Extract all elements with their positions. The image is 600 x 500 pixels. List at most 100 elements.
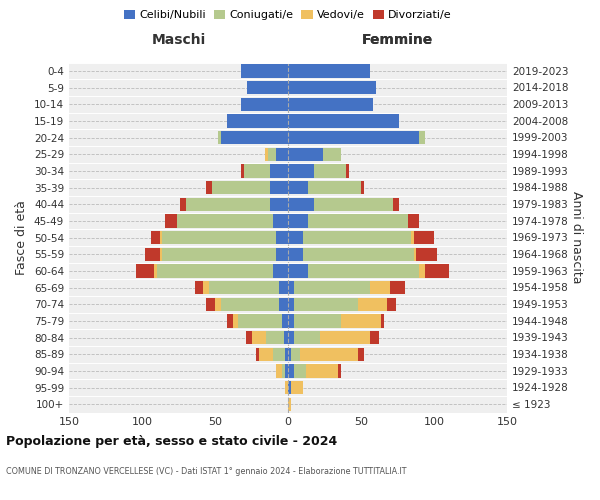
Bar xyxy=(241,98,288,111)
Bar xyxy=(145,248,288,261)
Bar xyxy=(288,198,393,211)
Bar xyxy=(288,364,338,378)
Bar xyxy=(288,314,382,328)
Bar xyxy=(288,114,399,128)
Bar xyxy=(233,314,288,328)
Bar xyxy=(251,331,288,344)
Bar xyxy=(259,348,288,361)
Bar xyxy=(288,248,437,261)
Bar xyxy=(218,131,288,144)
Bar xyxy=(206,298,288,311)
Bar xyxy=(245,331,288,344)
Bar xyxy=(288,264,425,278)
Legend: Celibi/Nubili, Coniugati/e, Vedovi/e, Divorziati/e: Celibi/Nubili, Coniugati/e, Vedovi/e, Di… xyxy=(120,6,456,25)
Bar xyxy=(288,348,358,361)
Bar xyxy=(288,381,291,394)
Bar xyxy=(285,381,288,394)
Bar xyxy=(288,81,376,94)
Bar xyxy=(288,198,314,211)
Bar xyxy=(288,64,370,78)
Bar xyxy=(282,314,288,328)
Bar xyxy=(288,164,349,177)
Bar xyxy=(215,298,288,311)
Bar xyxy=(227,114,288,128)
Bar xyxy=(277,231,288,244)
Bar xyxy=(288,381,291,394)
Bar xyxy=(244,164,288,177)
Bar xyxy=(288,364,294,378)
Bar xyxy=(177,214,288,228)
Bar xyxy=(247,81,288,94)
Bar xyxy=(288,164,346,177)
Bar xyxy=(288,114,399,128)
Bar xyxy=(288,298,387,311)
Bar xyxy=(241,98,288,111)
Bar xyxy=(163,231,288,244)
Bar xyxy=(256,348,288,361)
Bar xyxy=(284,331,288,344)
Bar xyxy=(288,214,408,228)
Text: Popolazione per età, sesso e stato civile - 2024: Popolazione per età, sesso e stato civil… xyxy=(6,435,337,448)
Bar xyxy=(288,298,294,311)
Bar xyxy=(285,348,288,361)
Bar xyxy=(288,281,294,294)
Bar xyxy=(288,398,291,411)
Bar xyxy=(209,281,288,294)
Bar xyxy=(288,331,370,344)
Bar xyxy=(194,281,288,294)
Bar xyxy=(288,181,361,194)
Bar xyxy=(288,148,341,161)
Bar xyxy=(288,214,408,228)
Bar xyxy=(151,231,288,244)
Bar xyxy=(288,114,399,128)
Bar xyxy=(288,264,449,278)
Bar xyxy=(288,81,376,94)
Bar xyxy=(288,331,320,344)
Bar xyxy=(285,364,288,378)
Bar xyxy=(218,131,288,144)
Bar xyxy=(186,198,288,211)
Bar xyxy=(288,98,373,111)
Bar xyxy=(288,281,370,294)
Bar xyxy=(288,64,370,78)
Bar xyxy=(288,248,416,261)
Bar xyxy=(279,298,288,311)
Bar xyxy=(241,64,288,78)
Bar xyxy=(288,348,299,361)
Bar xyxy=(288,281,405,294)
Bar xyxy=(288,131,425,144)
Bar xyxy=(274,214,288,228)
Bar xyxy=(288,231,410,244)
Bar xyxy=(288,398,291,411)
Bar xyxy=(279,281,288,294)
Bar xyxy=(288,81,376,94)
Bar xyxy=(288,231,413,244)
Bar xyxy=(212,181,288,194)
Text: Femmine: Femmine xyxy=(362,32,433,46)
Bar xyxy=(288,364,305,378)
Bar xyxy=(277,364,288,378)
Bar xyxy=(241,64,288,78)
Bar xyxy=(244,164,288,177)
Bar xyxy=(186,198,288,211)
Bar xyxy=(288,348,291,361)
Bar xyxy=(227,314,288,328)
Bar xyxy=(288,198,393,211)
Bar xyxy=(288,148,323,161)
Bar xyxy=(221,298,288,311)
Bar xyxy=(238,314,288,328)
Bar xyxy=(288,81,376,94)
Bar xyxy=(247,81,288,94)
Bar xyxy=(241,64,288,78)
Bar xyxy=(274,348,288,361)
Bar xyxy=(218,131,288,144)
Bar xyxy=(288,231,302,244)
Bar xyxy=(277,148,288,161)
Bar xyxy=(288,381,302,394)
Bar xyxy=(265,148,288,161)
Bar xyxy=(154,264,288,278)
Bar xyxy=(180,198,288,211)
Bar xyxy=(206,181,288,194)
Bar xyxy=(288,131,419,144)
Bar xyxy=(271,164,288,177)
